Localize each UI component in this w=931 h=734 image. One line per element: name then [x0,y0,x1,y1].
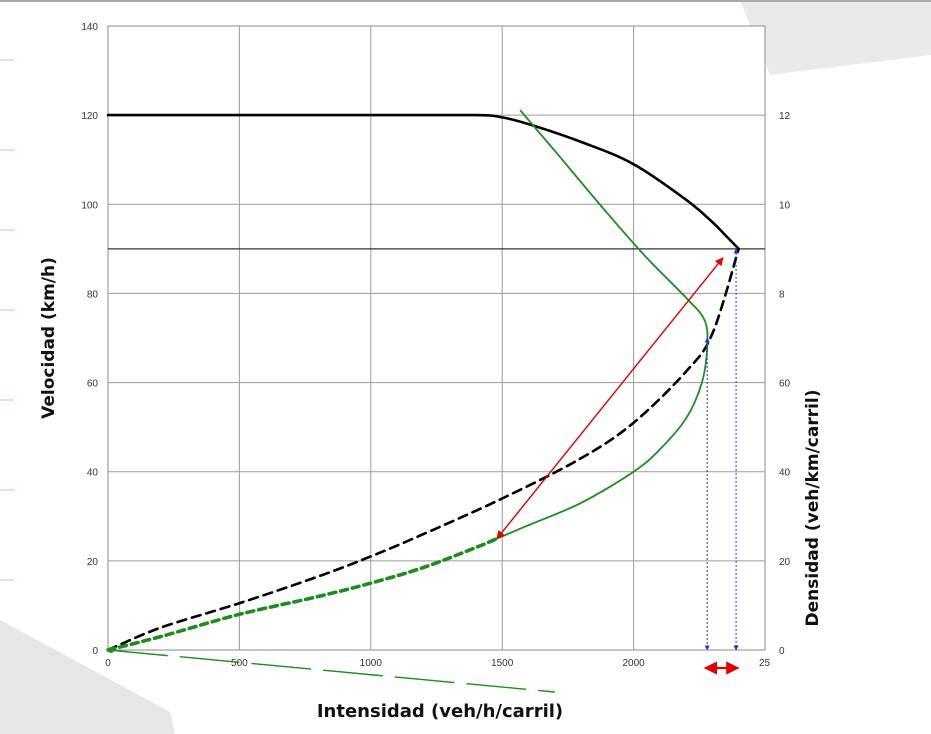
corner-shape-top-right [740,0,931,75]
series-line-3 [106,536,499,652]
corner-shape-bottom-left [0,620,175,734]
x-tick-label: 25 [759,658,771,669]
y-tick-label: 40 [87,468,99,479]
annotations [107,248,740,693]
y2-tick-label: 0 [779,646,785,657]
y2-tick-label: 40 [779,468,791,479]
y-tick-label: 20 [87,557,99,568]
y-tick-label: 80 [87,289,99,300]
red-double-arrow [496,257,724,540]
x-tick-label: 500 [231,658,248,669]
y2-tick-label: 10 [779,200,791,211]
y-tick-label: 140 [81,22,98,33]
x-tick-label: 1500 [491,658,514,669]
y-tick-label: 0 [92,646,98,657]
x-tick-label: 0 [105,658,111,669]
y-tick-label: 120 [81,111,98,122]
y-axis-title: Velocidad (km/h) [39,257,59,419]
y-axis-ticks: 0 20 40 60 80 100 120 140 [81,22,98,657]
y-tick-label: 60 [87,379,99,390]
x-tick-label: 1000 [360,658,383,669]
y2-axis-title: Densidad (veh/km/carril) [803,389,823,626]
plot-area [107,25,766,651]
series-line-0 [106,113,740,251]
origin-point [108,647,114,653]
x-tick-label: 2000 [622,658,645,669]
y2-tick-label: 60 [779,379,791,390]
y2-tick-label: 20 [779,557,791,568]
slide-left-margin-marks [0,59,14,581]
y2-tick-label: 12 [779,111,791,122]
y-tick-label: 100 [81,200,98,211]
green-tail-line [107,649,555,693]
y2-tick-label: 8 [779,289,785,300]
x-axis-title: Intensidad (veh/h/carril) [317,701,563,722]
y2-axis-ticks: 0 20 40 60 8 10 12 [779,111,791,657]
x-axis-ticks: 0 500 1000 1500 2000 25 [105,658,770,669]
